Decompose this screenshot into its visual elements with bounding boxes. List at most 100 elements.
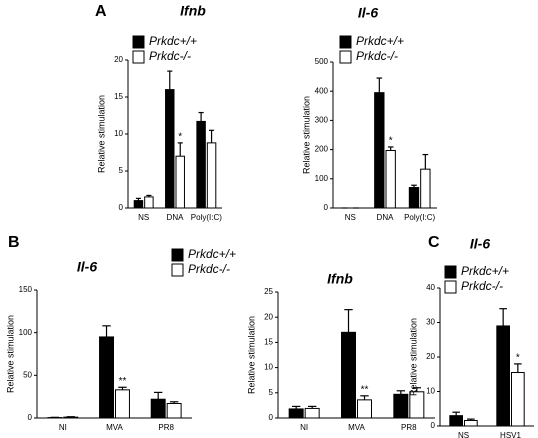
legend-swatch bbox=[444, 265, 457, 279]
x-tick-label: NS bbox=[345, 213, 356, 222]
y-tick-label: 50 bbox=[23, 370, 32, 379]
legend-label: Prkdc-/- bbox=[149, 49, 191, 63]
chart-title: Ifnb bbox=[180, 3, 206, 19]
x-tick-label: MVA bbox=[106, 423, 123, 432]
y-tick-label: 15 bbox=[114, 92, 123, 101]
bar bbox=[288, 408, 304, 419]
x-tick-label: PR8 bbox=[401, 423, 417, 432]
bar bbox=[165, 89, 175, 209]
y-axis-label: Relative stimulation bbox=[408, 318, 418, 396]
x-tick-label: Poly(I:C) bbox=[191, 213, 222, 222]
y-tick-label: 500 bbox=[315, 57, 329, 66]
y-tick-label: 20 bbox=[114, 55, 123, 64]
y-tick-label: 0 bbox=[28, 413, 33, 422]
bar bbox=[374, 92, 385, 209]
panel-label: B bbox=[8, 234, 20, 251]
chart-title: Il-6 bbox=[470, 236, 490, 252]
y-tick-label: 0 bbox=[119, 203, 124, 212]
legend-swatch bbox=[132, 50, 145, 64]
legend-label: Prkdc+/+ bbox=[149, 34, 197, 48]
bar bbox=[206, 142, 217, 209]
x-tick-label: DNA bbox=[377, 213, 395, 222]
legend-swatch bbox=[132, 35, 145, 49]
legend-label: Prkdc+/+ bbox=[188, 247, 236, 261]
bar bbox=[449, 415, 463, 427]
chart-title: Ifnb bbox=[327, 271, 353, 287]
bar bbox=[420, 168, 431, 209]
panel-label: C bbox=[428, 234, 440, 251]
y-axis-label: Relative stimulation bbox=[5, 315, 15, 393]
bar bbox=[341, 331, 356, 419]
bar bbox=[115, 389, 130, 419]
chart-title: Il-6 bbox=[358, 5, 378, 21]
y-tick-label: 0 bbox=[431, 421, 436, 430]
bar bbox=[63, 416, 79, 419]
y-axis-label: Relative stimulation bbox=[301, 96, 311, 174]
legend-swatch bbox=[339, 35, 352, 49]
legend-label: Prkdc+/+ bbox=[356, 34, 404, 48]
y-tick-label: 200 bbox=[315, 145, 329, 154]
x-tick-label: NI bbox=[59, 423, 67, 432]
y-tick-label: 25 bbox=[264, 287, 273, 296]
bar bbox=[496, 325, 510, 427]
y-tick-label: 100 bbox=[315, 174, 329, 183]
y-tick-label: 10 bbox=[114, 129, 123, 138]
y-tick-label: 0 bbox=[269, 413, 274, 422]
y-axis-label: Relative stimulation bbox=[246, 316, 256, 394]
x-tick-label: MVA bbox=[348, 423, 365, 432]
legend-label: Prkdc-/- bbox=[356, 49, 398, 63]
bar bbox=[357, 399, 372, 419]
x-tick-label: DNA bbox=[167, 213, 185, 222]
y-tick-label: 300 bbox=[315, 116, 329, 125]
y-tick-label: 0 bbox=[324, 203, 329, 212]
annotation: * bbox=[516, 353, 520, 364]
x-tick-label: HSV1 bbox=[500, 431, 521, 438]
y-tick-label: 5 bbox=[119, 166, 124, 175]
bar bbox=[304, 407, 320, 419]
x-tick-label: Poly(I:C) bbox=[404, 213, 435, 222]
bar bbox=[133, 200, 144, 209]
y-tick-label: 400 bbox=[315, 86, 329, 95]
x-tick-label: NI bbox=[300, 423, 308, 432]
legend-label: Prkdc+/+ bbox=[461, 264, 509, 278]
x-tick-label: PR8 bbox=[158, 423, 174, 432]
y-tick-label: 10 bbox=[264, 363, 273, 372]
bar bbox=[464, 419, 478, 427]
bar bbox=[409, 391, 425, 419]
y-tick-label: 15 bbox=[264, 338, 273, 347]
y-tick-label: 20 bbox=[426, 352, 435, 361]
annotation: * bbox=[389, 136, 393, 147]
y-tick-label: 30 bbox=[426, 318, 435, 327]
legend-swatch bbox=[171, 263, 184, 277]
bar bbox=[196, 120, 206, 209]
legend-label: Prkdc-/- bbox=[461, 279, 503, 293]
legend-swatch bbox=[339, 50, 352, 64]
x-tick-label: NS bbox=[458, 431, 469, 438]
legend-swatch bbox=[444, 280, 457, 294]
bar bbox=[408, 187, 420, 209]
bar bbox=[511, 372, 525, 427]
annotation: * bbox=[178, 132, 182, 143]
y-tick-label: 5 bbox=[269, 388, 274, 397]
panel-label: A bbox=[95, 3, 107, 20]
bar bbox=[393, 393, 409, 419]
x-tick-label: NS bbox=[138, 213, 149, 222]
bar bbox=[150, 398, 166, 419]
bar bbox=[166, 402, 182, 419]
bar bbox=[144, 196, 154, 209]
legend-label: Prkdc-/- bbox=[188, 262, 230, 276]
bar bbox=[99, 336, 115, 419]
bar bbox=[385, 149, 396, 209]
annotation: ** bbox=[119, 376, 127, 387]
bar bbox=[175, 155, 185, 209]
legend-swatch bbox=[171, 248, 184, 262]
y-tick-label: 20 bbox=[264, 312, 273, 321]
annotation: ** bbox=[361, 384, 369, 395]
y-axis-label: Relative stimulation bbox=[96, 95, 106, 173]
y-tick-label: 150 bbox=[19, 285, 33, 294]
y-tick-label: 100 bbox=[19, 328, 33, 337]
y-tick-label: 40 bbox=[426, 283, 435, 292]
y-tick-label: 10 bbox=[426, 387, 435, 396]
